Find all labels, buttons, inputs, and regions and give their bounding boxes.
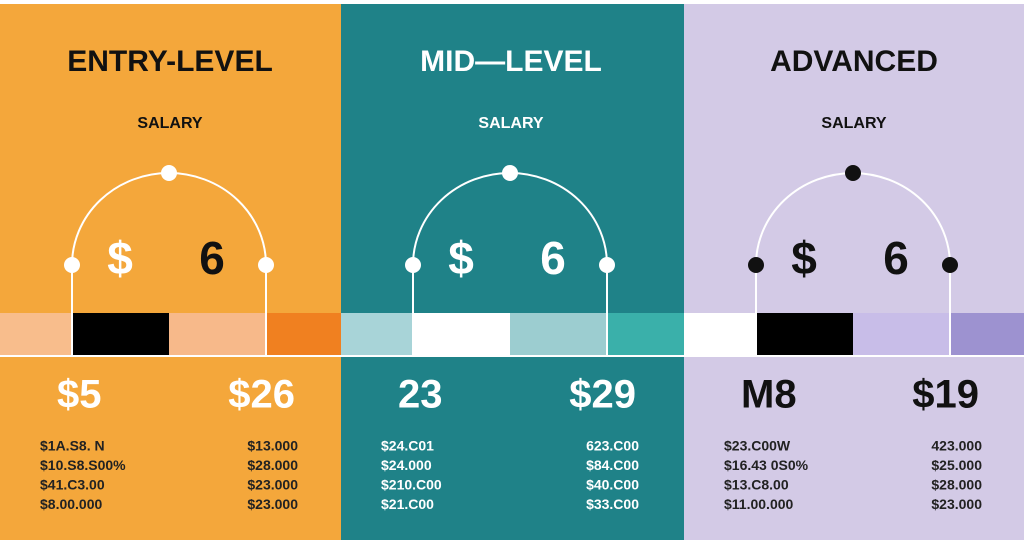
bar-segment — [72, 313, 169, 355]
dot — [64, 257, 80, 273]
list-left: $16.43 0S0% — [724, 457, 809, 473]
list-right: $23.000 — [247, 496, 298, 512]
bar-segment — [266, 313, 341, 355]
list-left: $24.000 — [381, 457, 432, 473]
symbol: $ — [107, 232, 133, 284]
list-left: $11.00.000 — [724, 496, 794, 512]
list-left: $21.C00 — [381, 496, 434, 512]
list-right: $84.C00 — [586, 457, 639, 473]
dot — [845, 165, 861, 181]
dot — [161, 165, 177, 181]
big-left: $5 — [57, 373, 102, 417]
big-left: M8 — [741, 373, 797, 417]
list-right: $28.000 — [247, 457, 298, 473]
panel-title: MID—LEVEL — [420, 45, 602, 78]
bar-segment — [684, 313, 756, 355]
bar-segment — [950, 313, 1024, 355]
top-strip — [0, 0, 1024, 4]
list-right: $13.000 — [247, 438, 298, 454]
list-left: $41.C3.00 — [40, 477, 105, 493]
panel-background — [0, 0, 341, 540]
bar-segment — [853, 313, 950, 355]
list-right: 423.000 — [931, 438, 982, 454]
list-left: $210.C00 — [381, 477, 442, 493]
dot — [942, 257, 958, 273]
list-right: $40.C00 — [586, 477, 639, 493]
dot — [599, 257, 615, 273]
big-right: $26 — [228, 373, 295, 417]
dot — [405, 257, 421, 273]
digit: 6 — [883, 232, 909, 284]
bar-segment — [413, 313, 510, 355]
salary-label: SALARY — [821, 115, 887, 132]
panel-title: ADVANCED — [770, 45, 938, 78]
dot — [258, 257, 274, 273]
list-left: $13.C8.00 — [724, 477, 789, 493]
dot — [748, 257, 764, 273]
list-right: $25.000 — [931, 457, 982, 473]
digit: 6 — [199, 232, 225, 284]
list-left: $1A.S8. N — [40, 438, 105, 454]
symbol: $ — [448, 232, 474, 284]
list-left: $23.C00W — [724, 438, 791, 454]
salary-label: SALARY — [137, 115, 203, 132]
bar-segment — [0, 313, 72, 355]
list-right: $23.000 — [247, 477, 298, 493]
bar-segment — [510, 313, 607, 355]
salary-label: SALARY — [478, 115, 544, 132]
panel-background — [684, 0, 1024, 540]
bar-segment — [341, 313, 413, 355]
bar-segment — [169, 313, 266, 355]
digit: 6 — [540, 232, 566, 284]
big-left: 23 — [398, 373, 443, 417]
bar-segment — [607, 313, 684, 355]
big-right: $19 — [912, 373, 979, 417]
symbol: $ — [791, 232, 817, 284]
big-right: $29 — [569, 373, 636, 417]
list-right: $23.000 — [931, 496, 982, 512]
list-right: $33.C00 — [586, 496, 639, 512]
list-right: $28.000 — [931, 477, 982, 493]
panel-title: ENTRY-LEVEL — [67, 45, 273, 78]
dot — [502, 165, 518, 181]
list-right: 623.C00 — [586, 438, 639, 454]
list-left: $8.00.000 — [40, 496, 102, 512]
bar-segment — [756, 313, 853, 355]
list-left: $10.S8.S00% — [40, 457, 126, 473]
list-left: $24.C01 — [381, 438, 434, 454]
panel-background — [341, 0, 684, 540]
